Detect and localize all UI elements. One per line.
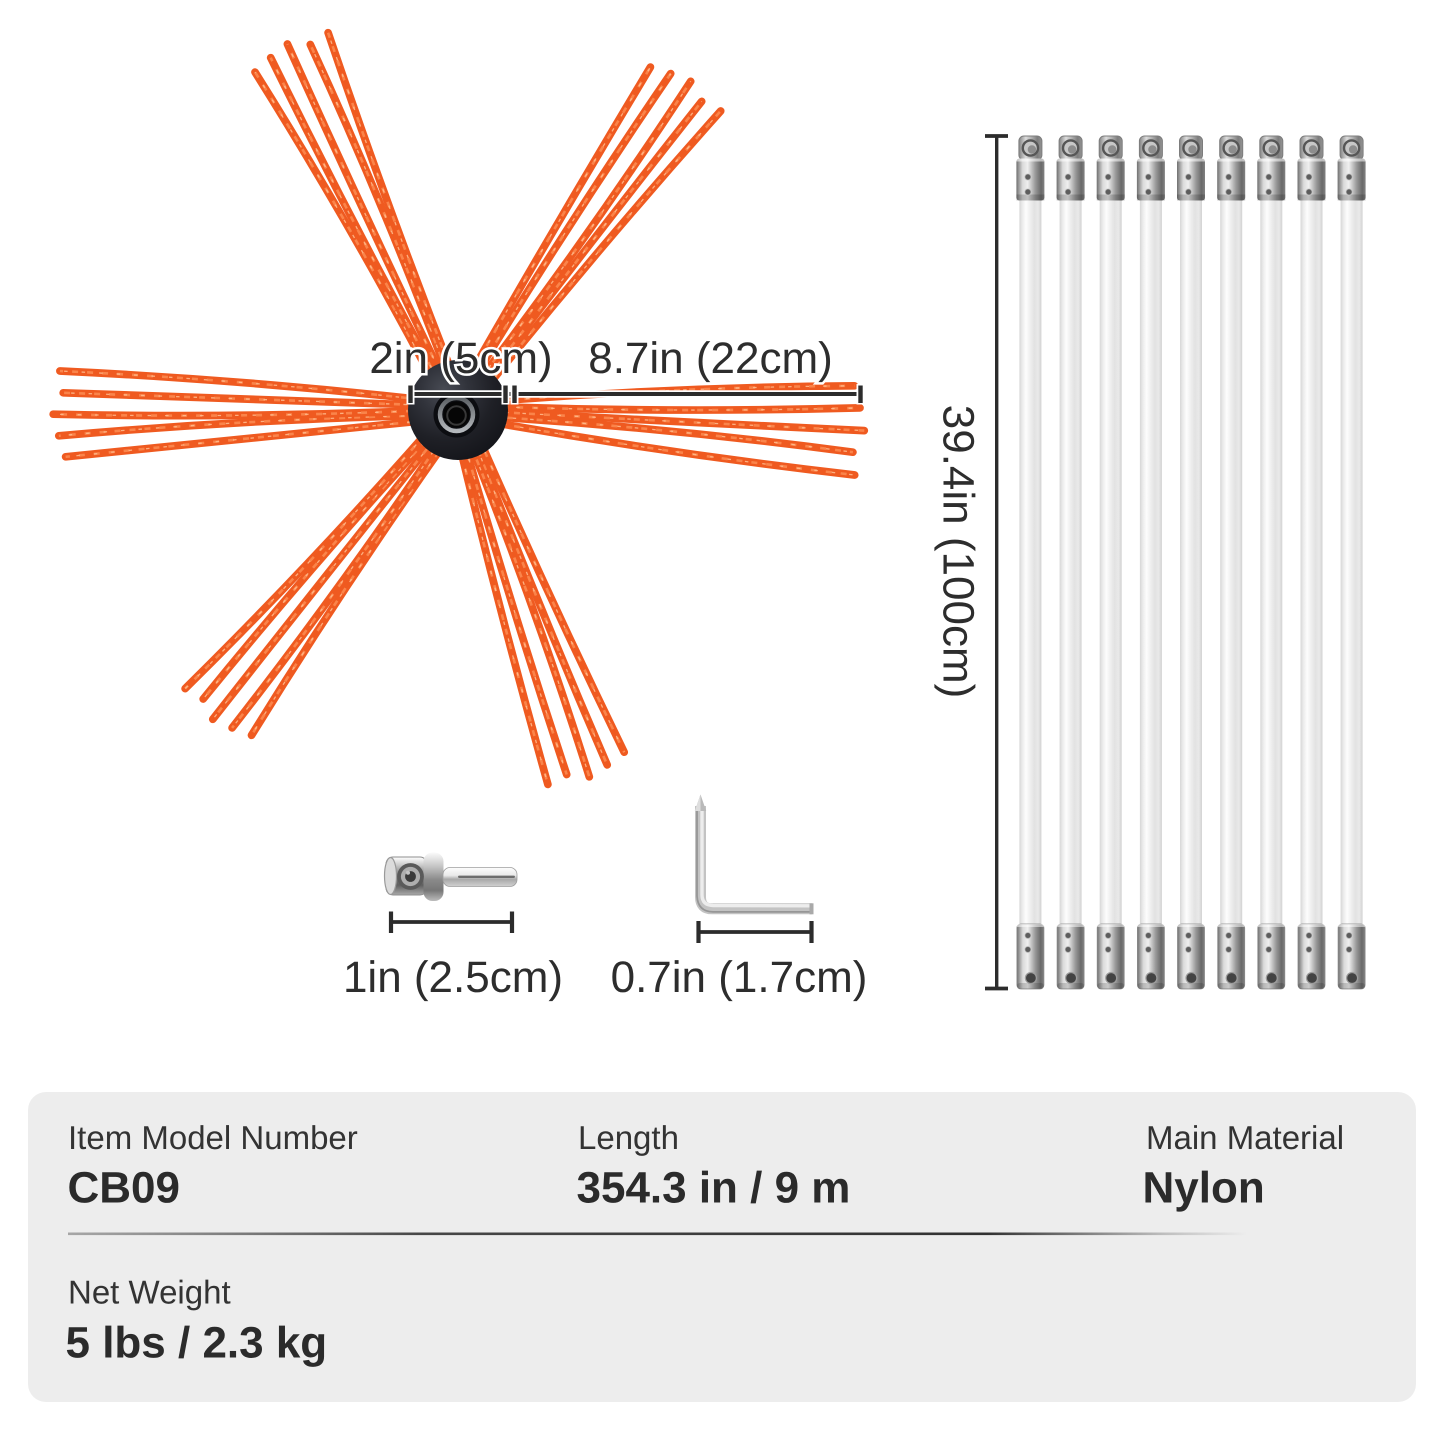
- svg-text:0.7in (1.7cm): 0.7in (1.7cm): [611, 953, 868, 1002]
- svg-text:5 lbs / 2.3 kg: 5 lbs / 2.3 kg: [66, 1319, 328, 1368]
- svg-text:Main Material: Main Material: [1146, 1119, 1344, 1156]
- svg-text:354.3 in / 9 m: 354.3 in / 9 m: [577, 1164, 851, 1213]
- svg-text:39.4in (100cm): 39.4in (100cm): [933, 405, 982, 698]
- svg-text:2in (5cm): 2in (5cm): [369, 334, 552, 383]
- svg-text:Nylon: Nylon: [1143, 1164, 1265, 1213]
- svg-text:8.7in (22cm): 8.7in (22cm): [588, 334, 833, 383]
- svg-text:Net Weight: Net Weight: [68, 1274, 231, 1311]
- svg-text:Length: Length: [578, 1119, 679, 1156]
- svg-text:1in (2.5cm): 1in (2.5cm): [343, 953, 563, 1002]
- svg-text:Item Model Number: Item Model Number: [68, 1119, 358, 1156]
- svg-text:CB09: CB09: [68, 1164, 181, 1213]
